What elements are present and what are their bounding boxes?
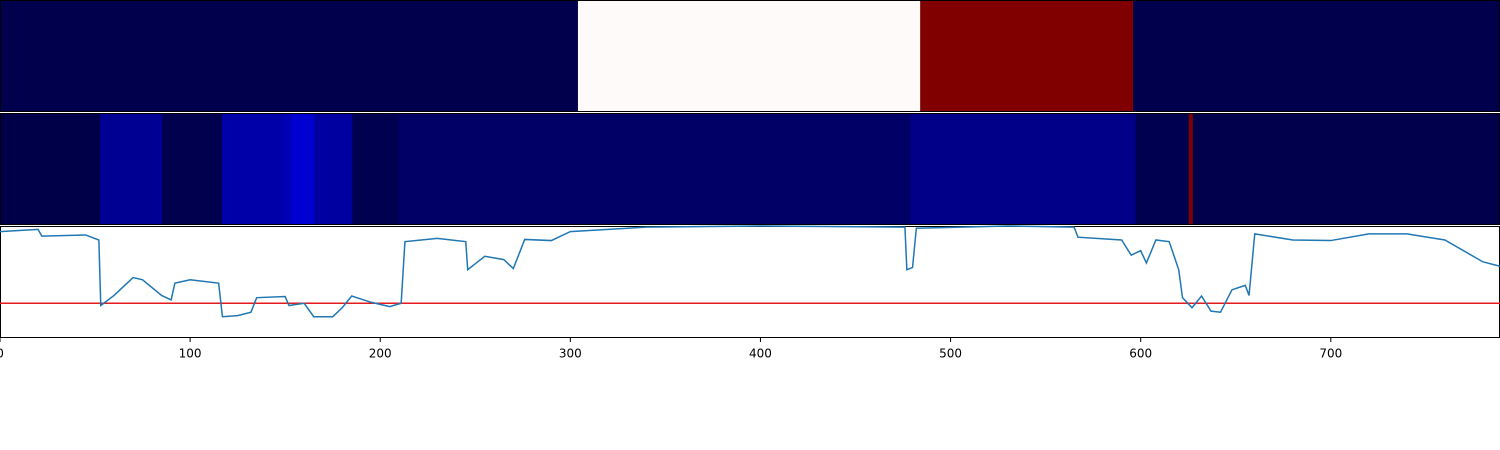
x-tick-label: 100: [179, 347, 202, 361]
heatmap-cell: [162, 113, 223, 225]
heatmap-cell: [920, 0, 1134, 112]
heatmap-cell: [314, 113, 353, 225]
x-tick-label: 200: [369, 347, 392, 361]
line: [0, 225, 1500, 318]
x-tick-label: 0: [0, 347, 4, 361]
heatmap-cell: [0, 0, 579, 112]
heatmap-cell: [398, 113, 912, 225]
x-tick-label: 300: [559, 347, 582, 361]
heatmap-cell: [283, 113, 292, 225]
x-tick-label: 500: [939, 347, 962, 361]
heatmap-cell: [222, 113, 284, 225]
heatmap-cell: [291, 113, 315, 225]
heatmap-cell: [1192, 113, 1500, 225]
x-tick-label: 400: [749, 347, 772, 361]
panel-frame: [0, 226, 1500, 338]
heatmap-cell: [910, 113, 1137, 225]
heatmap-cell: [1133, 0, 1500, 112]
x-tick-label: 700: [1319, 347, 1342, 361]
x-tick-label: 600: [1129, 347, 1152, 361]
heatmap-cell: [352, 113, 399, 225]
heatmap-cell: [100, 113, 163, 225]
heatmap-cell: [1188, 113, 1194, 225]
heatmap-cell: [0, 113, 101, 225]
heatmap-cell: [577, 0, 921, 112]
heatmap-cell: [1135, 113, 1190, 225]
